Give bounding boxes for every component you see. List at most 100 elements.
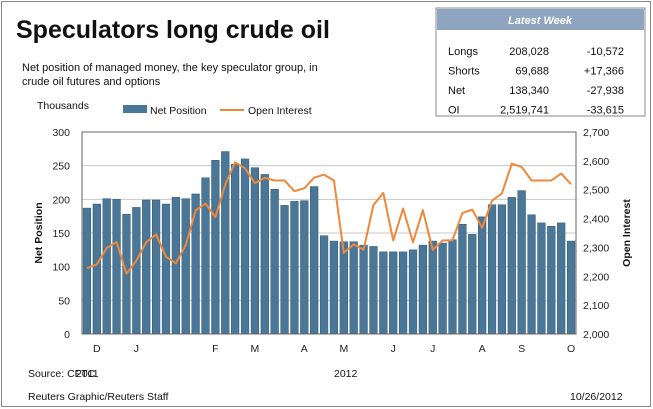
net-position-bar xyxy=(527,214,536,335)
net-position-bar xyxy=(240,158,250,335)
latest-week-label: Shorts xyxy=(448,66,480,78)
net-position-bar xyxy=(517,190,526,335)
latest-week-label: Net xyxy=(448,85,465,97)
month-label: F xyxy=(212,343,218,355)
net-position-bar xyxy=(458,224,467,335)
y2-axis-label: Open Interest xyxy=(621,199,633,267)
net-position-bar xyxy=(438,242,447,335)
right-tick-label: 2,300 xyxy=(583,242,609,254)
right-tick-label: 2,500 xyxy=(583,185,609,197)
net-position-bar xyxy=(399,251,408,335)
right-tick-label: 2,200 xyxy=(583,271,609,283)
net-position-bar xyxy=(310,186,319,335)
net-position-bar xyxy=(319,235,329,335)
net-position-bar xyxy=(102,198,111,335)
chart-subtitle-line1: Net position of managed money, the key s… xyxy=(22,62,318,74)
net-position-bar xyxy=(369,246,378,335)
net-position-bar xyxy=(290,201,299,335)
net-position-bar xyxy=(260,174,269,335)
y-axis-label: Net Position xyxy=(33,202,45,263)
net-position-bar xyxy=(280,205,289,335)
net-position-bar xyxy=(359,244,368,335)
month-label: J xyxy=(134,343,139,355)
latest-week-change: -33,615 xyxy=(587,105,624,117)
month-label: M xyxy=(339,343,348,355)
month-label: J xyxy=(391,343,396,355)
right-axis-ticks: 2,000 2,100 2,200 2,300 2,400 2,500 2,600 2,700 xyxy=(583,127,609,341)
chart-subtitle-line2: crude oil futures and options xyxy=(22,76,161,88)
plot-border xyxy=(81,131,577,335)
latest-week-change: +17,366 xyxy=(584,66,624,78)
net-position-bar xyxy=(171,197,180,335)
left-tick-label: 100 xyxy=(52,262,70,274)
left-tick-label: 0 xyxy=(64,329,70,341)
net-position-bar xyxy=(557,222,566,335)
left-tick-label: 250 xyxy=(52,161,70,173)
net-position-bar xyxy=(487,204,497,335)
bar-series xyxy=(82,151,576,335)
net-position-bar xyxy=(181,198,190,335)
net-position-bar xyxy=(92,203,101,335)
net-position-bar xyxy=(211,160,220,335)
latest-week-header xyxy=(437,9,644,30)
net-position-bar xyxy=(142,199,151,335)
latest-week-value: 69,688 xyxy=(515,66,549,78)
latest-week-value: 2,519,741 xyxy=(500,105,549,117)
left-tick-label: 300 xyxy=(52,127,70,139)
net-position-bar xyxy=(300,200,309,335)
legend-bar-swatch xyxy=(123,105,147,113)
year-2011-label: 2011 xyxy=(76,368,99,380)
net-position-bar xyxy=(152,199,161,335)
net-position-bar xyxy=(428,240,437,335)
net-position-bar xyxy=(497,204,507,335)
open-interest-line xyxy=(86,161,572,275)
net-position-bar xyxy=(250,167,260,335)
legend-open-interest: Open Interest xyxy=(248,105,312,117)
net-position-bar xyxy=(507,197,516,335)
left-axis-ticks: 0 50 100 150 200 250 300 xyxy=(52,127,70,341)
net-position-bar xyxy=(537,222,546,335)
left-tick-label: 200 xyxy=(52,194,70,206)
latest-week-label: OI xyxy=(448,105,460,117)
right-tick-label: 2,400 xyxy=(583,214,609,226)
month-label: A xyxy=(479,343,486,355)
latest-week-rows: Longs 208,028 -10,572 Shorts 69,688 +17,366 Ne… xyxy=(448,46,624,117)
net-position-bar xyxy=(339,241,348,335)
net-position-bar xyxy=(82,207,92,335)
net-position-bar xyxy=(349,241,358,335)
latest-week-heading: Latest Week xyxy=(508,15,573,27)
net-position-bar xyxy=(566,240,576,335)
latest-week-value: 138,340 xyxy=(509,85,549,97)
source-text: Source: CFTC xyxy=(28,368,96,380)
left-tick-label: 150 xyxy=(52,228,70,240)
net-position-bar xyxy=(478,216,487,335)
latest-week-value: 208,028 xyxy=(509,46,549,58)
month-label: S xyxy=(518,343,525,355)
net-position-bar xyxy=(329,240,339,335)
month-label: A xyxy=(301,343,308,355)
month-label: O xyxy=(567,343,575,355)
left-tick-label: 50 xyxy=(58,295,70,307)
month-label: M xyxy=(251,343,260,355)
net-position-bar xyxy=(270,188,279,335)
latest-week-panel: Latest Week Longs 208,028 -10,572 Shorts 69,… xyxy=(435,7,646,117)
latest-week-change: -27,938 xyxy=(587,85,624,97)
latest-week-change: -10,572 xyxy=(587,46,624,58)
right-tick-label: 2,600 xyxy=(583,156,609,168)
chart-title: Speculators long crude oil xyxy=(16,16,330,44)
net-position-bar xyxy=(547,226,556,335)
net-position-bar xyxy=(191,193,200,335)
units-label: Thousands xyxy=(37,100,89,112)
latest-week-label: Longs xyxy=(448,46,478,58)
net-position-bar xyxy=(231,164,240,335)
right-tick-label: 2,700 xyxy=(583,127,609,139)
net-position-bar xyxy=(418,244,427,335)
net-position-bar xyxy=(389,251,398,335)
net-position-bar xyxy=(161,203,171,335)
net-position-bar xyxy=(112,199,121,335)
net-position-bar xyxy=(408,249,418,335)
net-position-bar xyxy=(448,239,457,335)
month-label: J xyxy=(430,343,435,355)
